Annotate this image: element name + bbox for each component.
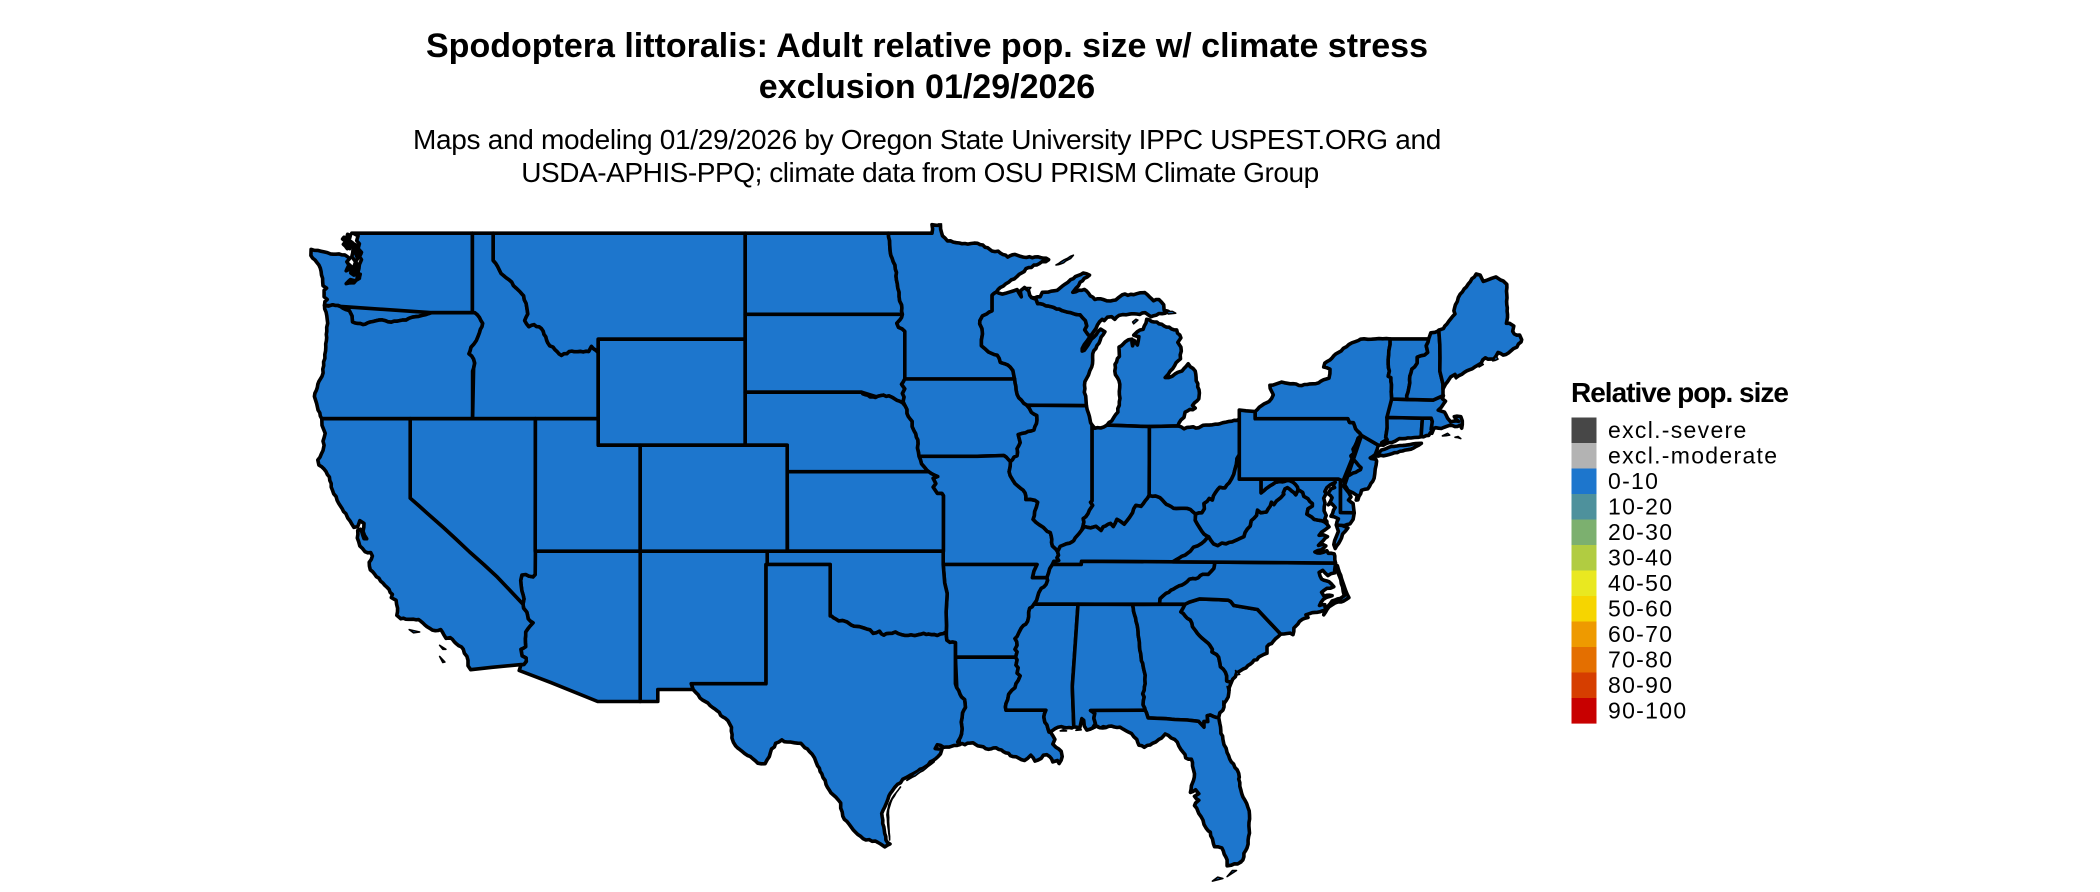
svg-text:10-20: 10-20 <box>1608 494 1673 520</box>
svg-text:excl.-severe: excl.-severe <box>1608 417 1748 443</box>
svg-text:USDA-APHIS-PPQ; climate data f: USDA-APHIS-PPQ; climate data from OSU PR… <box>521 157 1318 188</box>
svg-text:Spodoptera littoralis: Adult r: Spodoptera littoralis: Adult relative po… <box>426 27 1428 65</box>
svg-text:exclusion 01/29/2026: exclusion 01/29/2026 <box>759 68 1095 106</box>
svg-text:excl.-moderate: excl.-moderate <box>1608 443 1778 469</box>
svg-text:60-70: 60-70 <box>1608 621 1673 647</box>
svg-text:50-60: 50-60 <box>1608 596 1673 622</box>
svg-text:30-40: 30-40 <box>1608 545 1673 571</box>
svg-text:0-10: 0-10 <box>1608 468 1659 494</box>
svg-text:Maps and modeling 01/29/2026 b: Maps and modeling 01/29/2026 by Oregon S… <box>413 124 1441 155</box>
svg-text:70-80: 70-80 <box>1608 647 1673 673</box>
svg-text:20-30: 20-30 <box>1608 519 1673 545</box>
svg-text:40-50: 40-50 <box>1608 570 1673 596</box>
svg-text:90-100: 90-100 <box>1608 698 1687 724</box>
svg-text:80-90: 80-90 <box>1608 672 1673 698</box>
svg-text:Relative pop. size: Relative pop. size <box>1571 377 1788 408</box>
